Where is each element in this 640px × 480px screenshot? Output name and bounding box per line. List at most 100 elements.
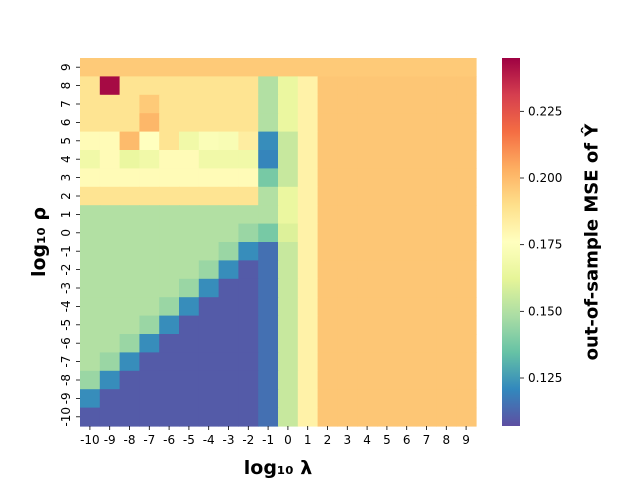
heatmap-cell xyxy=(218,186,239,206)
heatmap-cell xyxy=(258,315,279,335)
heatmap-cell xyxy=(99,407,121,427)
heatmap-cell xyxy=(218,94,239,114)
heatmap-cell xyxy=(297,334,319,353)
heatmap-cell xyxy=(179,58,200,77)
colorbar-tick-label: 0.150 xyxy=(528,304,562,318)
heatmap-cell xyxy=(258,334,279,353)
heatmap-cell xyxy=(357,407,378,427)
heatmap-cell xyxy=(317,334,338,353)
heatmap-cell xyxy=(218,58,239,77)
heatmap-cell xyxy=(179,389,200,409)
y-tick-label: 5 xyxy=(59,137,73,145)
heatmap-cell xyxy=(456,389,477,409)
heatmap-cell xyxy=(436,205,457,225)
heatmap-cell xyxy=(159,297,180,317)
heatmap-cell xyxy=(179,315,200,335)
heatmap-cell xyxy=(80,389,101,409)
heatmap-cell xyxy=(258,389,279,409)
heatmap-cell xyxy=(139,407,160,427)
y-tick-label: 2 xyxy=(59,192,73,200)
heatmap-cell xyxy=(436,260,457,280)
heatmap-cell xyxy=(436,94,457,114)
y-tick-label: -5 xyxy=(59,319,73,331)
heatmap-cell xyxy=(258,370,279,390)
heatmap-cell xyxy=(179,168,200,188)
heatmap-cell xyxy=(139,131,160,151)
heatmap-cell xyxy=(218,389,239,409)
heatmap-cell xyxy=(416,370,437,390)
heatmap-cell xyxy=(337,334,358,353)
heatmap-cell xyxy=(278,113,299,133)
heatmap-cell xyxy=(198,370,220,390)
heatmap-cell xyxy=(396,407,418,427)
y-tick-label: -6 xyxy=(59,337,73,349)
heatmap-cell xyxy=(297,278,319,298)
heatmap-cell xyxy=(99,278,121,298)
heatmap-cell xyxy=(377,150,398,169)
heatmap-cell xyxy=(258,297,279,317)
heatmap-cell xyxy=(377,352,398,372)
heatmap-cell xyxy=(456,113,477,133)
heatmap-cell xyxy=(258,168,279,188)
heatmap-cell xyxy=(99,58,121,77)
heatmap-cell xyxy=(80,315,101,335)
heatmap-cell xyxy=(119,352,140,372)
heatmap-cell xyxy=(119,205,140,225)
heatmap-cell xyxy=(99,205,121,225)
heatmap-cell xyxy=(278,186,299,206)
heatmap-cell xyxy=(258,94,279,114)
heatmap-cell xyxy=(416,113,437,133)
y-tick-label: 7 xyxy=(59,100,73,108)
heatmap-cell xyxy=(357,260,378,280)
x-tick-label: 6 xyxy=(403,433,411,447)
heatmap-cell xyxy=(80,352,101,372)
heatmap-cell xyxy=(159,407,180,427)
heatmap-cell xyxy=(278,94,299,114)
heatmap-cell xyxy=(396,94,418,114)
heatmap-cell xyxy=(357,352,378,372)
heatmap-cell xyxy=(179,205,200,225)
heatmap-cell xyxy=(80,334,101,353)
heatmap-cell xyxy=(297,76,319,96)
y-tick-label: 8 xyxy=(59,82,73,90)
heatmap-cell xyxy=(297,94,319,114)
heatmap-cell xyxy=(278,278,299,298)
heatmap-cell xyxy=(456,58,477,77)
heatmap-cell xyxy=(238,186,259,206)
heatmap-cell xyxy=(436,186,457,206)
heatmap-cell xyxy=(119,260,140,280)
heatmap-cell xyxy=(297,205,319,225)
x-tick-label: -9 xyxy=(104,433,116,447)
heatmap-cell xyxy=(80,297,101,317)
x-tick-label: 1 xyxy=(304,433,312,447)
heatmap-cell xyxy=(337,131,358,151)
heatmap-cell xyxy=(218,150,239,169)
heatmap-cell xyxy=(99,260,121,280)
heatmap-cell xyxy=(416,297,437,317)
heatmap-cell xyxy=(198,131,220,151)
heatmap-cell xyxy=(218,334,239,353)
x-tick-label: -2 xyxy=(242,433,254,447)
heatmap-cell xyxy=(99,113,121,133)
heatmap-cell xyxy=(198,315,220,335)
heatmap-cell xyxy=(436,76,457,96)
heatmap-cell xyxy=(198,76,220,96)
heatmap-cell xyxy=(218,370,239,390)
heatmap-cell xyxy=(119,389,140,409)
heatmap-cell xyxy=(198,94,220,114)
heatmap-cell xyxy=(159,389,180,409)
heatmap-cell xyxy=(99,352,121,372)
y-tick-label: -3 xyxy=(59,282,73,294)
heatmap-cell xyxy=(80,370,101,390)
heatmap-cell xyxy=(159,205,180,225)
heatmap-cell xyxy=(396,260,418,280)
heatmap-cell xyxy=(159,113,180,133)
heatmap-cell xyxy=(198,150,220,169)
heatmap-cell xyxy=(317,370,338,390)
heatmap-cell xyxy=(159,352,180,372)
heatmap-cell xyxy=(297,58,319,77)
x-tick-label: 5 xyxy=(383,433,391,447)
heatmap-cell xyxy=(436,278,457,298)
heatmap-cell xyxy=(238,113,259,133)
heatmap-cell xyxy=(396,150,418,169)
